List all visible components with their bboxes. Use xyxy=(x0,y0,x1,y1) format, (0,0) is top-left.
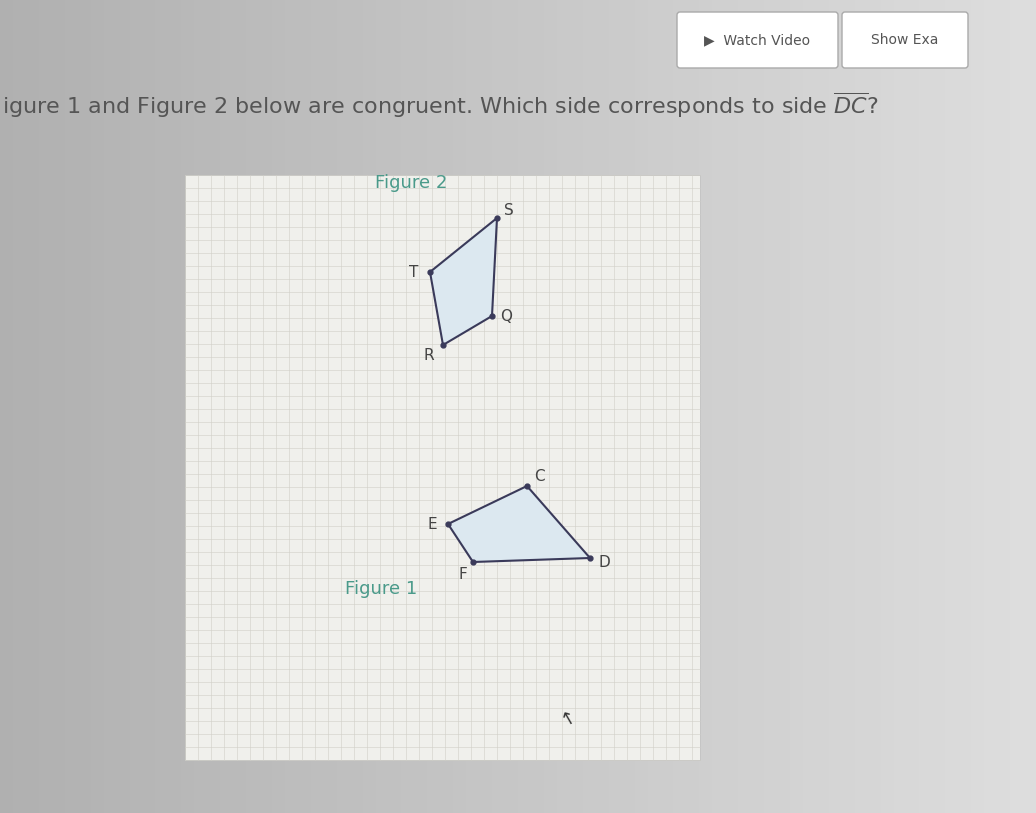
Bar xyxy=(582,0,597,813)
Bar xyxy=(64,0,79,813)
Bar xyxy=(1023,0,1036,813)
Bar xyxy=(816,0,830,813)
Bar xyxy=(920,0,933,813)
Bar xyxy=(725,0,739,813)
Text: Figure 2: Figure 2 xyxy=(375,174,448,192)
Bar xyxy=(764,0,778,813)
Bar xyxy=(168,0,182,813)
Bar xyxy=(207,0,221,813)
Text: R: R xyxy=(424,347,434,363)
Bar xyxy=(570,0,583,813)
FancyBboxPatch shape xyxy=(677,12,838,68)
FancyBboxPatch shape xyxy=(842,12,968,68)
Bar xyxy=(634,0,649,813)
Polygon shape xyxy=(448,486,589,562)
Bar xyxy=(78,0,91,813)
Bar xyxy=(26,0,39,813)
Bar xyxy=(311,0,324,813)
Bar xyxy=(142,0,156,813)
Bar xyxy=(699,0,713,813)
Text: C: C xyxy=(534,468,544,484)
Bar xyxy=(466,0,480,813)
Bar xyxy=(492,0,506,813)
Bar xyxy=(91,0,105,813)
Bar xyxy=(440,0,454,813)
Bar xyxy=(454,0,467,813)
Bar xyxy=(195,0,208,813)
Bar xyxy=(855,0,868,813)
Bar xyxy=(596,0,609,813)
Bar xyxy=(116,0,131,813)
Bar xyxy=(648,0,661,813)
Bar xyxy=(155,0,169,813)
Bar xyxy=(984,0,998,813)
Bar xyxy=(479,0,493,813)
Bar xyxy=(906,0,920,813)
Bar xyxy=(376,0,390,813)
Bar xyxy=(1010,0,1024,813)
Text: Q: Q xyxy=(500,308,512,324)
Bar xyxy=(997,0,1011,813)
Bar xyxy=(233,0,247,813)
Bar xyxy=(958,0,972,813)
Bar xyxy=(506,0,519,813)
Bar xyxy=(285,0,298,813)
Bar xyxy=(609,0,623,813)
Bar xyxy=(751,0,765,813)
Bar xyxy=(52,0,65,813)
Bar xyxy=(12,0,27,813)
Bar xyxy=(687,0,700,813)
Bar xyxy=(388,0,402,813)
Bar xyxy=(972,0,985,813)
Text: D: D xyxy=(598,554,610,569)
Text: ↑: ↑ xyxy=(557,706,579,729)
Bar xyxy=(803,0,816,813)
Text: Figure 1: Figure 1 xyxy=(345,580,418,598)
Bar xyxy=(323,0,338,813)
Polygon shape xyxy=(430,218,497,345)
Bar xyxy=(518,0,531,813)
Bar xyxy=(673,0,687,813)
Bar xyxy=(557,0,571,813)
Bar xyxy=(713,0,726,813)
Text: ▶  Watch Video: ▶ Watch Video xyxy=(704,33,810,47)
Bar xyxy=(247,0,260,813)
Bar xyxy=(349,0,364,813)
Bar xyxy=(881,0,894,813)
Bar xyxy=(363,0,376,813)
Text: igure 1 and Figure 2 below are congruent. Which side corresponds to side $\overl: igure 1 and Figure 2 below are congruent… xyxy=(2,90,879,120)
Bar xyxy=(298,0,312,813)
Bar xyxy=(221,0,234,813)
Bar xyxy=(271,0,286,813)
Bar xyxy=(39,0,53,813)
Bar xyxy=(544,0,557,813)
Bar xyxy=(868,0,882,813)
Bar xyxy=(946,0,959,813)
Text: S: S xyxy=(505,202,514,218)
Bar xyxy=(777,0,790,813)
Bar xyxy=(661,0,674,813)
Bar xyxy=(104,0,117,813)
Bar xyxy=(790,0,804,813)
Bar xyxy=(130,0,143,813)
Text: F: F xyxy=(459,567,467,581)
Bar xyxy=(829,0,842,813)
Bar xyxy=(181,0,195,813)
Bar xyxy=(841,0,856,813)
Bar xyxy=(0,0,13,813)
Bar xyxy=(428,0,441,813)
Bar xyxy=(337,0,350,813)
Text: T: T xyxy=(409,264,419,280)
Bar xyxy=(932,0,946,813)
Text: E: E xyxy=(427,516,437,532)
Bar xyxy=(622,0,635,813)
Bar xyxy=(414,0,428,813)
Bar xyxy=(531,0,545,813)
Bar xyxy=(185,175,700,760)
Text: Show Exa: Show Exa xyxy=(871,33,939,47)
Bar xyxy=(893,0,908,813)
Bar xyxy=(738,0,752,813)
Bar xyxy=(402,0,415,813)
Bar xyxy=(259,0,272,813)
